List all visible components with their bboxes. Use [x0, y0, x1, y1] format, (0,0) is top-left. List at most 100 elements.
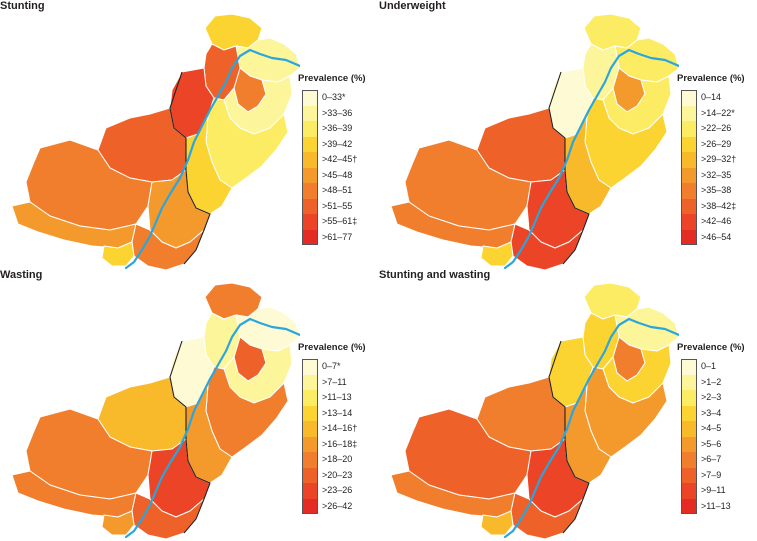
legend-item: >3–4 — [677, 405, 757, 421]
legend-item: >5–6 — [677, 436, 757, 452]
stunting-and-wasting-map — [390, 282, 679, 540]
legend-range-label: >16–18‡ — [322, 438, 358, 449]
legend-swatch — [302, 436, 318, 452]
legend-swatch — [681, 167, 697, 183]
legend-swatch — [302, 136, 318, 152]
region-karachi-tip — [101, 241, 135, 267]
legend-range-label: >42–46 — [701, 216, 732, 226]
legend-range-label: >42–45† — [322, 154, 358, 164]
legend-range-label: >2–3 — [701, 392, 722, 402]
legend-item: >14–22* — [677, 105, 757, 121]
underweight-legend: Prevalence (%) 0–14 >14–22* >22–26 >26–29 >29… — [677, 73, 757, 245]
legend-swatch — [302, 390, 318, 406]
legend-range-label: >22–26 — [701, 123, 732, 133]
region-karachi-tip — [480, 510, 514, 536]
legend-range-label: >48–51 — [322, 185, 353, 195]
legend-item: >26–29 — [677, 136, 757, 152]
legend-range-label: >11–13 — [701, 500, 731, 511]
wasting-map — [11, 282, 300, 540]
legend-item: >33–36 — [298, 105, 378, 121]
legend-swatch — [681, 198, 697, 214]
legend-range-label: 0–1 — [701, 361, 717, 371]
legend-swatch — [681, 136, 697, 152]
legend-swatch — [302, 167, 318, 183]
legend-title: Prevalence (%) — [677, 342, 745, 353]
legend-item: >55–61‡ — [298, 214, 378, 230]
legend-swatch — [681, 405, 697, 421]
legend-item: >13–14 — [298, 405, 378, 421]
indus-river — [503, 317, 679, 539]
legend-range-label: >9–11 — [701, 485, 726, 495]
legend-item: >20–23 — [298, 467, 378, 483]
legend-item: >45–48 — [298, 167, 378, 183]
legend-item: >18–20 — [298, 452, 378, 468]
wasting-title: Wasting — [0, 269, 43, 281]
legend-swatch — [681, 421, 697, 437]
legend-range-label: >29–32† — [701, 154, 737, 164]
legend-title: Prevalence (%) — [677, 73, 745, 84]
legend-range-label: >11–13 — [322, 392, 352, 402]
legend-title: Prevalence (%) — [298, 73, 366, 84]
legend-range-label: >4–5 — [701, 423, 722, 433]
stunting-and-wasting-panel: Stunting and wasting Prevalence (%) 0–1 >1–… — [379, 269, 757, 540]
legend-swatch — [302, 483, 318, 499]
legend-range-label: >51–55 — [322, 200, 353, 211]
wasting-legend: Prevalence (%) 0–7* >7–11 >11–13 >13–14 >14–1… — [298, 342, 378, 514]
underweight-panel: Underweight Prevalence (%) 0–14 >14–22* >22–… — [379, 0, 757, 271]
legend-item: >51–55 — [298, 198, 378, 214]
legend-range-label: >6–7 — [701, 454, 722, 464]
legend-item: >35–38 — [677, 183, 757, 199]
legend-swatch — [681, 183, 697, 199]
legend-swatch — [681, 229, 697, 245]
legend-swatch — [302, 498, 318, 514]
legend-range-label: >39–42 — [322, 138, 353, 149]
legend-item: >7–9 — [677, 467, 757, 483]
legend-swatch — [681, 452, 697, 468]
wasting-panel: Wasting Prevalence (%) 0–7* >7–11 >11–13 >13–… — [0, 269, 378, 540]
legend-range-label: >26–29 — [701, 138, 732, 149]
legend-swatch — [302, 467, 318, 483]
region-karachi-tip — [101, 510, 135, 536]
legend-range-label: >7–11 — [322, 376, 347, 387]
legend-range-label: 0–7* — [322, 361, 341, 371]
stunting-panel: Stunting Prevalence (%) 0–33* >33–36 >36–39 >… — [0, 0, 378, 271]
province-border — [548, 71, 590, 265]
legend-swatch — [302, 152, 318, 168]
legend-range-label: >20–23 — [322, 469, 353, 480]
legend-range-label: >33–36 — [322, 107, 353, 118]
legend-swatch — [302, 359, 318, 375]
legend-item: >7–11 — [298, 374, 378, 390]
legend-item: >11–13 — [298, 390, 378, 406]
legend-swatch — [681, 152, 697, 168]
legend-swatch — [681, 374, 697, 390]
legend-item: >16–18‡ — [298, 436, 378, 452]
legend-swatch — [681, 90, 697, 106]
legend-swatch — [302, 374, 318, 390]
legend-swatch — [302, 90, 318, 106]
legend-item: >23–26 — [298, 483, 378, 499]
legend-swatch — [302, 452, 318, 468]
underweight-map — [390, 13, 679, 271]
legend-range-label: >26–42 — [322, 500, 353, 511]
legend-item: >39–42 — [298, 136, 378, 152]
legend-range-label: >36–39 — [322, 123, 353, 133]
province-border — [169, 340, 211, 534]
legend-swatch — [302, 405, 318, 421]
legend-item: >42–45† — [298, 152, 378, 168]
legend-range-label: >14–16† — [322, 423, 358, 433]
legend-range-label: >61–77 — [322, 231, 353, 242]
stunting-legend: Prevalence (%) 0–33* >33–36 >36–39 >39–42 >42… — [298, 73, 378, 245]
indus-river — [503, 48, 679, 270]
stunting-and-wasting-legend: Prevalence (%) 0–1 >1–2 >2–3 >3–4 >4–5 >5–6 >6–… — [677, 342, 757, 514]
legend-item: >48–51 — [298, 183, 378, 199]
stunting-title: Stunting — [0, 0, 45, 12]
legend-title: Prevalence (%) — [298, 342, 366, 353]
legend-item: >4–5 — [677, 421, 757, 437]
legend-range-label: >45–48 — [322, 169, 353, 180]
legend-item: >61–77 — [298, 229, 378, 245]
legend-item: >22–26 — [677, 121, 757, 137]
legend-item: 0–14 — [677, 90, 757, 106]
legend-range-label: >46–54 — [701, 231, 732, 242]
indus-river — [124, 48, 300, 270]
